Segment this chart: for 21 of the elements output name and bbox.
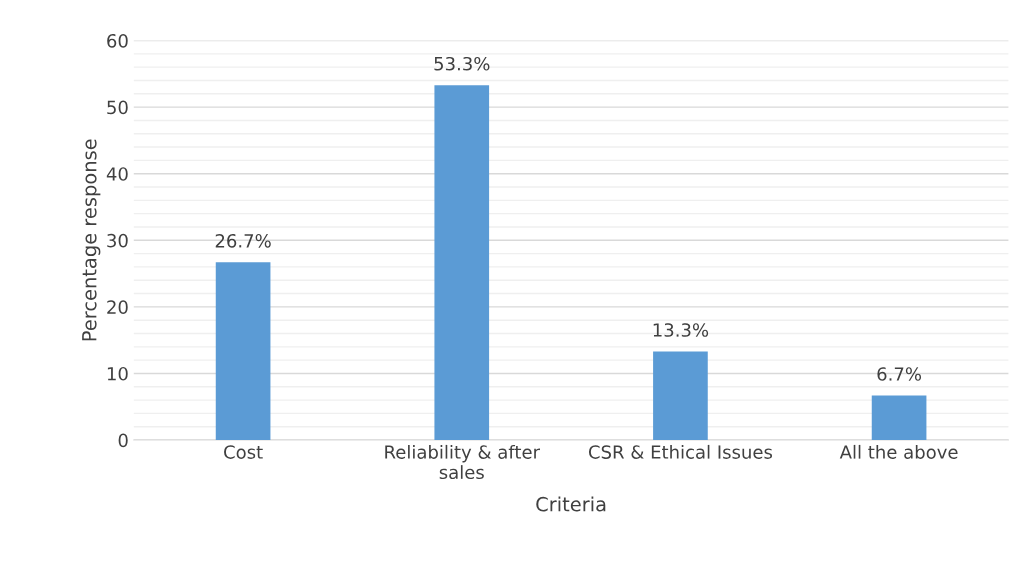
y-axis-title: Percentage response (82, 139, 101, 341)
y-tick-label: 50 (107, 100, 128, 115)
data-label: 53.3% (434, 56, 490, 71)
y-tick-label: 40 (106, 167, 128, 181)
bar (434, 85, 490, 441)
bar (653, 351, 708, 441)
x-axis-title: Criteria (536, 496, 606, 512)
data-label: 26.7% (215, 233, 271, 248)
y-tick-label: 30 (107, 233, 128, 248)
data-label: 6.7% (877, 367, 922, 381)
y-tick-label: 60 (107, 33, 128, 48)
bar (215, 262, 271, 441)
bar (871, 395, 927, 441)
x-tick-label: Cost (224, 445, 263, 459)
x-tick-label: All the above (839, 444, 958, 459)
y-tick-label: 0 (118, 433, 128, 448)
y-tick-label: 20 (107, 300, 128, 314)
x-tick-label: Reliability & after sales (385, 444, 541, 480)
data-label: 13.3% (653, 323, 709, 337)
x-tick-label: CSR & Ethical Issues (588, 444, 773, 459)
y-tick-label: 10 (107, 366, 128, 381)
